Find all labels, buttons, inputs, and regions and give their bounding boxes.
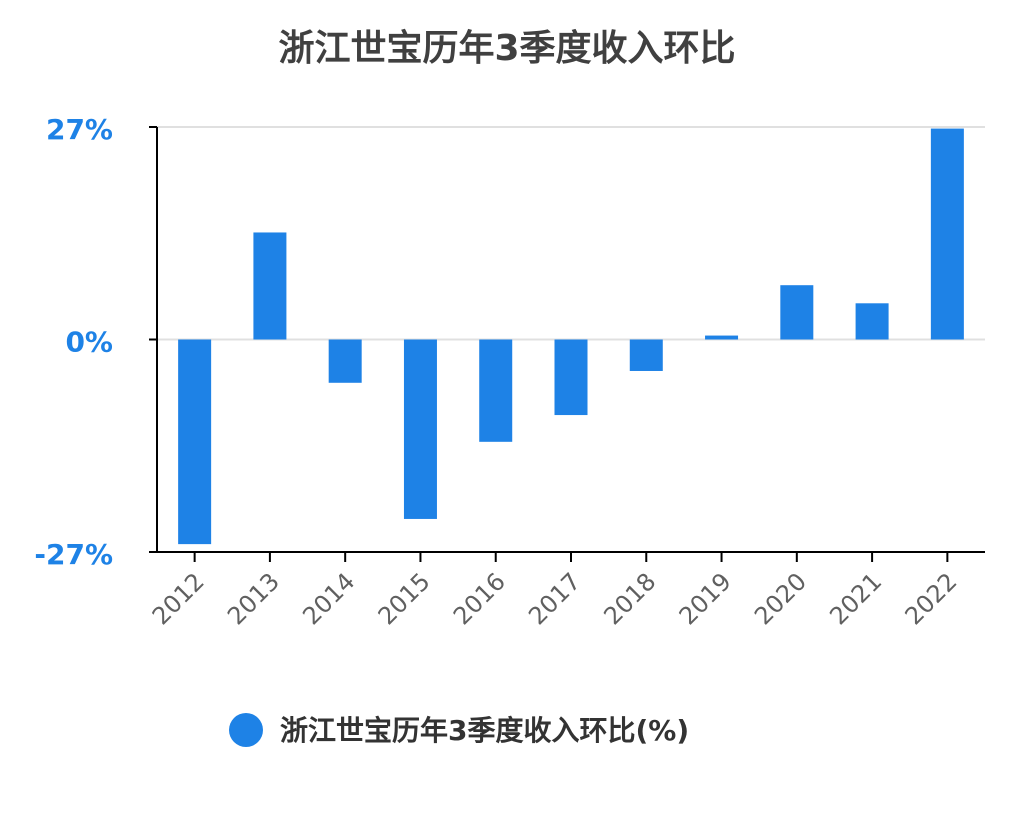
- x-tick-label: 2019: [674, 567, 737, 630]
- x-tick-label: 2014: [297, 567, 360, 630]
- bar: [554, 339, 588, 416]
- x-tick-label: 2016: [448, 567, 511, 630]
- chart-title: 浙江世宝历年3季度收入环比: [278, 28, 735, 69]
- x-tick-label: 2012: [147, 567, 210, 630]
- x-tick-label: 2017: [523, 567, 586, 630]
- y-tick-label: 27%: [46, 113, 113, 146]
- x-tick-label: 2013: [222, 567, 285, 630]
- y-tick-label: 0%: [65, 326, 113, 359]
- bar: [780, 285, 814, 340]
- x-tick-label: 2015: [373, 567, 436, 630]
- x-tick-label: 2022: [900, 567, 963, 630]
- bar: [328, 339, 362, 383]
- legend-label: 浙江世宝历年3季度收入环比(%): [280, 714, 689, 747]
- bar: [178, 339, 212, 545]
- bar: [930, 128, 964, 340]
- x-tick-label: 2018: [598, 567, 661, 630]
- bar: [705, 335, 739, 340]
- y-tick-label: -27%: [34, 538, 113, 571]
- x-tick-label: 2021: [824, 567, 887, 630]
- bar: [855, 303, 889, 340]
- bar: [629, 339, 663, 371]
- bar: [479, 339, 513, 442]
- legend-marker: [229, 713, 263, 747]
- x-tick-label: 2020: [749, 567, 812, 630]
- bar: [253, 232, 287, 340]
- bar: [403, 339, 437, 519]
